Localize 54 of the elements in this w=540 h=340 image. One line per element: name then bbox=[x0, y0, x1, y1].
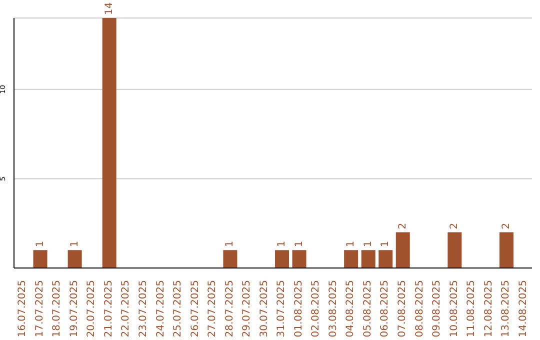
bar bbox=[33, 250, 48, 268]
x-tick-label: 30.07.2025 bbox=[258, 280, 270, 338]
data-label: 1 bbox=[276, 240, 288, 248]
data-label: 2 bbox=[449, 222, 460, 230]
data-label: 1 bbox=[34, 240, 46, 248]
x-tick-label: 14.08.2025 bbox=[518, 280, 529, 338]
x-tick-label: 22.07.2025 bbox=[120, 280, 132, 338]
x-tick-label: 29.07.2025 bbox=[242, 280, 253, 338]
x-tick-label: 07.08.2025 bbox=[397, 280, 408, 338]
bar bbox=[68, 250, 82, 268]
data-label: 1 bbox=[69, 240, 80, 248]
data-label: 2 bbox=[500, 222, 512, 230]
x-tick-label: 03.08.2025 bbox=[328, 280, 339, 338]
x-tick-label: 31.07.2025 bbox=[276, 280, 288, 338]
x-tick-label: 28.07.2025 bbox=[224, 280, 236, 338]
x-tick-label: 17.07.2025 bbox=[34, 280, 46, 338]
x-tick-label: 16.07.2025 bbox=[17, 280, 28, 338]
x-tick-label: 24.07.2025 bbox=[155, 280, 166, 338]
data-label: 1 bbox=[380, 240, 392, 248]
data-label: 2 bbox=[397, 222, 408, 230]
bar bbox=[344, 250, 358, 268]
bar bbox=[396, 232, 410, 268]
x-tick-label: 26.07.2025 bbox=[190, 280, 201, 338]
x-tick-label: 06.08.2025 bbox=[380, 280, 391, 338]
x-tick-label: 04.08.2025 bbox=[345, 280, 356, 338]
x-tick-label: 23.07.2025 bbox=[138, 280, 149, 338]
x-tick-label: 01.08.2025 bbox=[293, 280, 304, 338]
data-label: 1 bbox=[362, 240, 374, 248]
x-tick-label: 21.07.2025 bbox=[103, 280, 114, 338]
data-label: 1 bbox=[294, 240, 305, 248]
x-tick-label: 25.07.2025 bbox=[172, 280, 184, 338]
x-tick-label: 02.08.2025 bbox=[310, 280, 322, 338]
x-tick-label: 20.07.2025 bbox=[86, 280, 98, 338]
data-label: 1 bbox=[346, 240, 357, 248]
bar bbox=[361, 250, 376, 268]
x-tick-label: 19.07.2025 bbox=[68, 280, 80, 338]
bar bbox=[102, 18, 116, 268]
bar bbox=[499, 232, 514, 268]
bar bbox=[223, 250, 238, 268]
x-tick-label: 27.07.2025 bbox=[207, 280, 218, 338]
x-tick-label: 05.08.2025 bbox=[362, 280, 374, 338]
x-tick-label: 09.08.2025 bbox=[432, 280, 443, 338]
bar bbox=[378, 250, 393, 268]
x-tick-label: 11.08.2025 bbox=[466, 280, 478, 338]
data-label: 1 bbox=[224, 240, 236, 248]
x-tick-label: 18.07.2025 bbox=[52, 280, 63, 338]
data-label: 14 bbox=[104, 2, 115, 15]
x-tick-label: 08.08.2025 bbox=[414, 280, 426, 338]
bar bbox=[292, 250, 306, 268]
bar bbox=[275, 250, 289, 268]
bar bbox=[448, 232, 462, 268]
x-tick-label: 13.08.2025 bbox=[500, 280, 512, 338]
x-tick-label: 12.08.2025 bbox=[483, 280, 494, 338]
x-tick-label: 10.08.2025 bbox=[448, 280, 460, 338]
